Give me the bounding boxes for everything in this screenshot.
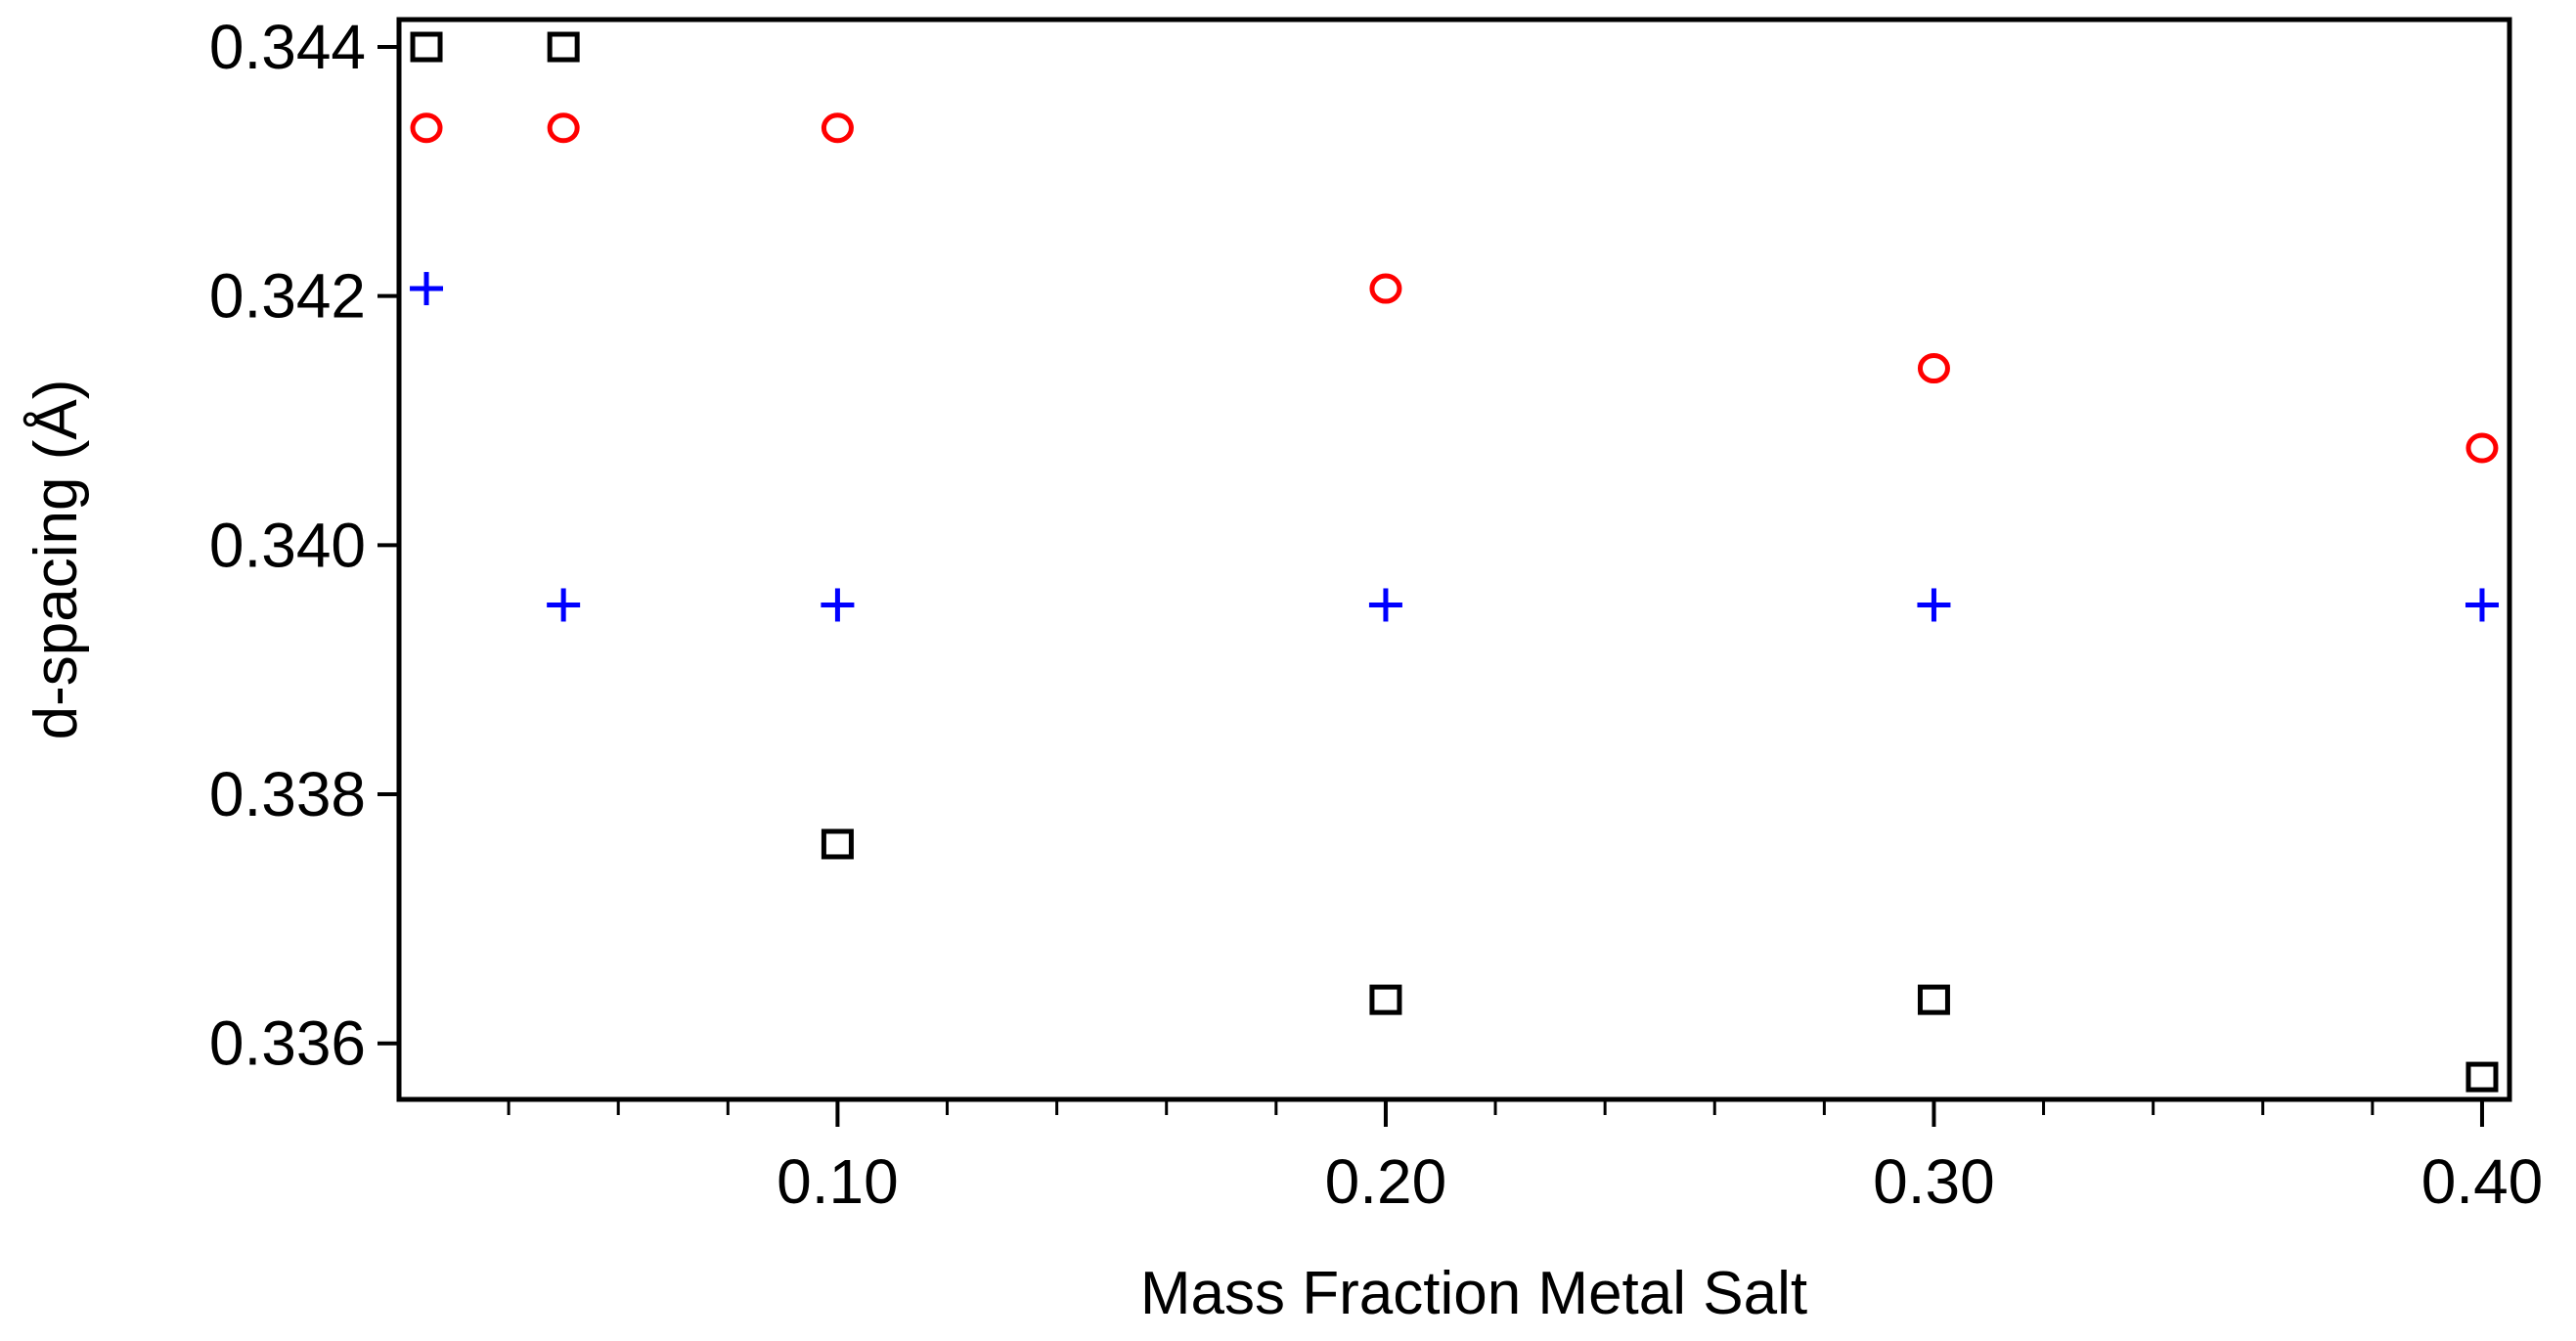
y-tick-label: 0.340: [209, 510, 366, 580]
ticks-group: 0.336 0.338 0.340 0.342 0.344 0.10 0.20 0.30 0.4…: [209, 12, 2543, 1217]
square-point: [1369, 984, 1402, 1015]
series-group: [410, 31, 2499, 1093]
circle-point: [2465, 432, 2499, 464]
circle-point: [1369, 273, 1402, 304]
square-point: [821, 828, 854, 860]
y-axis-title: d-spacing (Å): [22, 380, 90, 740]
plot-frame: [396, 17, 2512, 1102]
plus-point: [2465, 588, 2499, 622]
y-tick-label: 0.342: [209, 261, 366, 332]
x-tick-label: 0.40: [2421, 1146, 2544, 1217]
x-axis-title: Mass Fraction Metal Salt: [1140, 1260, 1807, 1327]
plus-point: [410, 272, 444, 306]
axes-group: [396, 17, 2512, 1102]
x-tick-label: 0.10: [777, 1146, 899, 1217]
plus-point: [821, 588, 855, 622]
plus-point: [1368, 588, 1402, 622]
x-tick-label: 0.20: [1325, 1146, 1447, 1217]
circle-point: [1917, 353, 1950, 384]
circle-point: [821, 112, 854, 144]
y-tick-label: 0.338: [209, 759, 366, 829]
y-tick-label: 0.344: [209, 12, 366, 82]
square-point: [2465, 1061, 2499, 1093]
square-point: [410, 31, 443, 63]
circle-point: [547, 112, 580, 144]
plus-point: [1917, 588, 1951, 622]
square-point: [1917, 984, 1950, 1015]
y-tick-label: 0.336: [209, 1008, 366, 1079]
plus-point: [547, 588, 581, 622]
circle-point: [410, 112, 443, 144]
x-tick-label: 0.30: [1873, 1146, 1995, 1217]
square-point: [547, 31, 580, 63]
